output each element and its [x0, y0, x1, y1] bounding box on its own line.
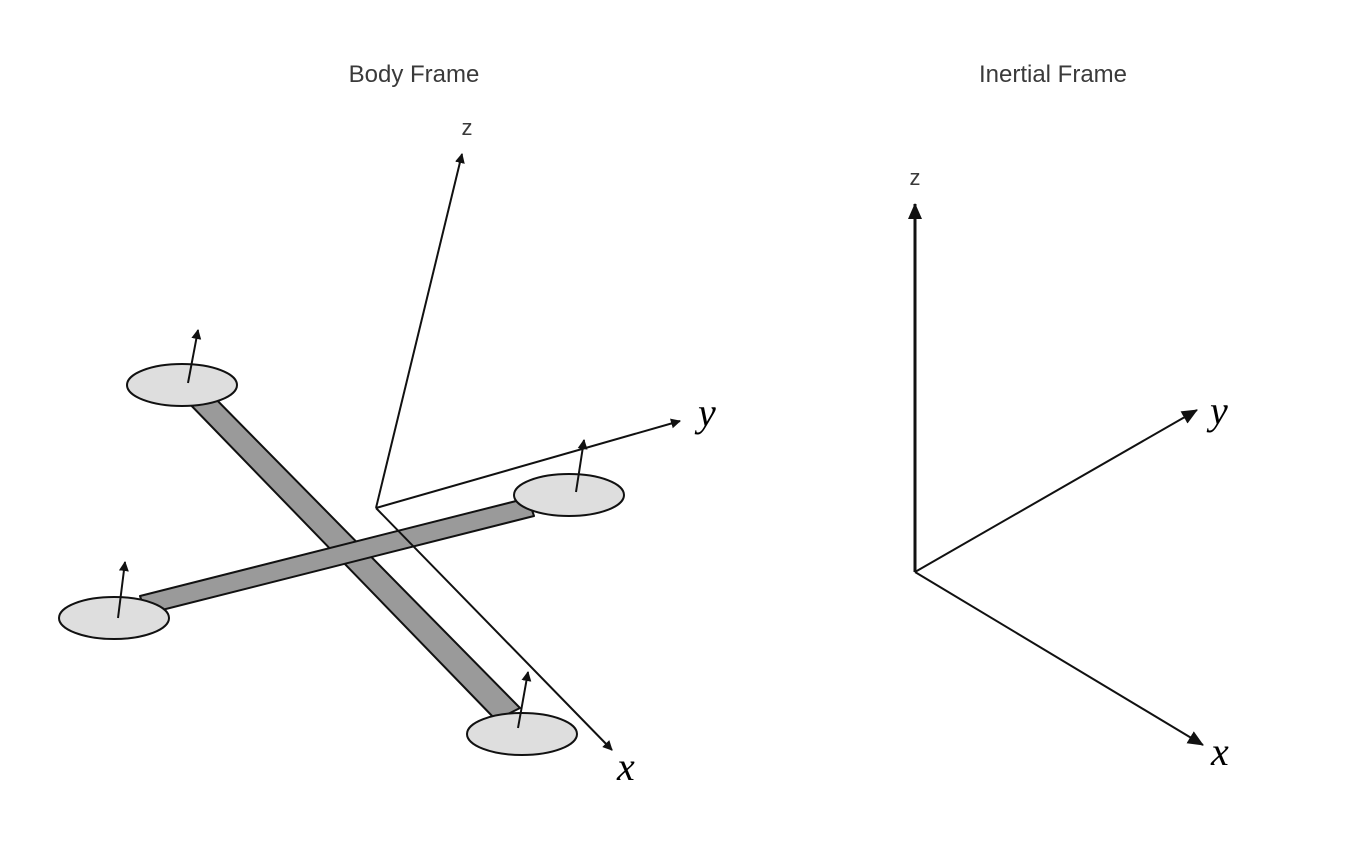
- body-z-axis: [375, 153, 465, 509]
- rotor-right: [513, 473, 625, 517]
- arm-left-right: [139, 497, 535, 615]
- inertial-x-label: x: [1210, 729, 1229, 774]
- inertial-y-label: y: [1206, 388, 1228, 433]
- body-x-axis: [375, 507, 613, 751]
- body-y-axis: [375, 418, 681, 509]
- inertial-frame: Inertial Frame z y x: [908, 61, 1229, 774]
- inertial-x-axis: [914, 571, 1204, 746]
- thrust-arrow-left: [117, 561, 129, 619]
- body-x-label: x: [616, 744, 635, 789]
- body-frame: Body Frame z y x: [58, 61, 716, 789]
- inertial-z-label: z: [910, 165, 921, 190]
- body-y-label: y: [694, 390, 716, 435]
- rotor-left: [58, 596, 170, 640]
- rotor-top-left: [126, 363, 238, 407]
- inertial-y-axis: [914, 409, 1198, 573]
- body-z-label: z: [462, 115, 473, 140]
- rotor-bottom-right: [466, 712, 578, 756]
- body-frame-title: Body Frame: [349, 61, 480, 88]
- thrust-arrow-bottom-right: [517, 671, 532, 729]
- inertial-frame-title: Inertial Frame: [979, 61, 1127, 88]
- thrust-arrow-top-left: [187, 329, 202, 384]
